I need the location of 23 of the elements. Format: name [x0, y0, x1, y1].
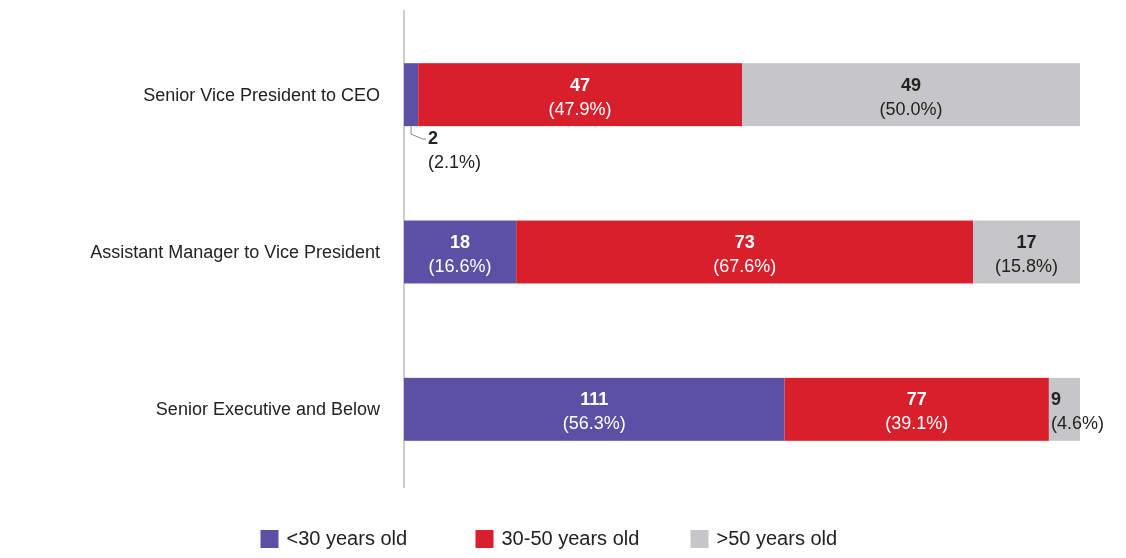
- bar: [784, 377, 1049, 441]
- legend-label: 30-50 years old: [501, 527, 640, 549]
- legend-label: >50 years old: [716, 527, 838, 549]
- data-label: 2 (2.1%): [428, 128, 482, 173]
- bar: [404, 63, 419, 127]
- bar: [742, 63, 1080, 127]
- y-tick-label: Senior Vice President to CEO: [143, 84, 380, 105]
- data-label: 73 (67.6%): [713, 232, 777, 276]
- data-label: 9 (4.6%): [1050, 389, 1104, 434]
- y-tick-label: Assistant Manager to Vice President: [90, 242, 380, 262]
- data-label: 17 (15.8%): [995, 232, 1059, 276]
- data-label: 77 (39.1%): [885, 389, 949, 434]
- legend-label: <30 years old: [286, 527, 408, 549]
- bar: [404, 220, 517, 284]
- bar: [404, 377, 785, 441]
- data-label: 111 (56.3%): [562, 389, 626, 434]
- data-label: 47 (47.9%): [548, 74, 612, 119]
- data-label: 49 (50.0%): [879, 74, 943, 119]
- bar: [418, 63, 742, 127]
- bar: [973, 220, 1080, 284]
- bar: [516, 220, 974, 284]
- y-tick-label: Senior Executive and Below: [155, 399, 381, 420]
- data-label: 18 (16.6%): [428, 232, 492, 276]
